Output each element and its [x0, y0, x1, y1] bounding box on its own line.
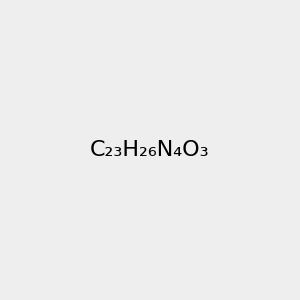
Text: C₂₃H₂₆N₄O₃: C₂₃H₂₆N₄O₃: [90, 140, 210, 160]
